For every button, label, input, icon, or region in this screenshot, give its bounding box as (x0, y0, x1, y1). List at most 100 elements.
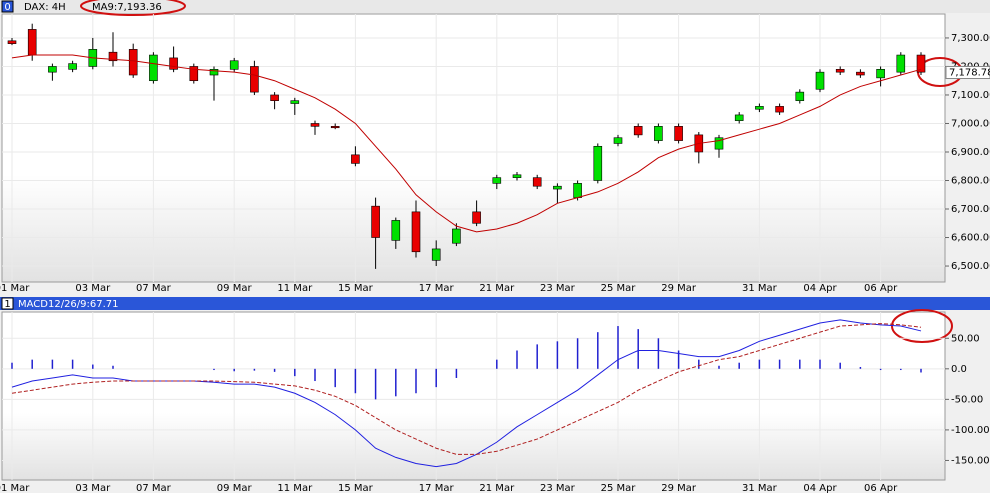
y-tick-label: -100.00 (951, 425, 990, 436)
x-tick-label: 06 Apr (864, 283, 898, 294)
candle-body (209, 69, 219, 76)
y-tick-label: 7,100.00 (951, 90, 990, 101)
x-tick-label: 17 Mar (419, 283, 455, 294)
candle-body (674, 126, 683, 141)
candle-body (593, 145, 603, 181)
candle-body (553, 185, 562, 190)
x-tick-label: 23 Mar (540, 483, 576, 493)
candle-body (916, 54, 926, 73)
x-tick-label: 17 Mar (419, 483, 455, 493)
y-tick-label: 50.00 (951, 333, 980, 344)
candle-body (27, 29, 37, 56)
x-tick-label: 15 Mar (338, 283, 374, 294)
candle-body (896, 54, 906, 73)
price-header (0, 0, 990, 13)
price-panel (1, 13, 946, 283)
line (11, 323, 922, 455)
panel-label: 0 (4, 2, 10, 13)
candle-body (411, 211, 421, 253)
macd-panel (1, 311, 946, 481)
y-tick-label: 6,700.00 (951, 204, 990, 215)
candle-body (310, 123, 320, 127)
x-tick-label: 31 Mar (742, 283, 778, 294)
y-tick-label: 6,800.00 (951, 176, 990, 187)
x-tick-label: 09 Mar (217, 483, 253, 493)
candle-body (835, 69, 845, 73)
candle-body (128, 49, 138, 76)
line (11, 54, 922, 233)
candle-body (391, 220, 401, 241)
x-tick-label: 25 Mar (601, 483, 637, 493)
x-tick-label: 31 Mar (742, 483, 778, 493)
candle-body (189, 66, 199, 82)
panel-label: 1 (4, 299, 10, 310)
candle-body (149, 54, 158, 82)
candle-body (755, 106, 764, 110)
x-tick-label: 01 Mar (0, 283, 30, 294)
candle-body (714, 137, 724, 150)
candle-body (431, 248, 441, 261)
y-tick-label: 6,500.00 (951, 261, 990, 272)
candle-body (169, 57, 178, 70)
candle-body (512, 174, 522, 178)
candle-body (573, 183, 582, 198)
x-tick-label: 21 Mar (479, 483, 515, 493)
candle-body (734, 114, 744, 121)
candle-body (795, 91, 805, 101)
x-tick-label: 29 Mar (661, 483, 697, 493)
candle-body (856, 71, 865, 76)
candle-body (330, 126, 340, 129)
candle-body (452, 228, 461, 244)
x-tick-label: 03 Mar (75, 483, 111, 493)
candle-body (815, 71, 825, 90)
macd-header (0, 297, 990, 310)
x-tick-label: 03 Mar (75, 283, 111, 294)
x-tick-label: 04 Apr (803, 483, 837, 493)
x-tick-label: 21 Mar (479, 283, 515, 294)
x-tick-label: 06 Apr (864, 483, 898, 493)
y-tick-label: 0.0 (951, 364, 967, 375)
y-tick-label: -150.00 (951, 455, 990, 466)
highlight (80, 0, 186, 16)
candle-body (633, 126, 643, 136)
candle-body (654, 126, 663, 141)
chart-title: MACD12/26/9:67.71 (18, 299, 119, 310)
x-tick-label: 29 Mar (661, 283, 697, 294)
x-tick-label: 15 Mar (338, 483, 374, 493)
indicator-label: MA9:7,193.36 (92, 2, 162, 13)
candle-body (7, 40, 17, 44)
panel-badge (1, 297, 14, 310)
candle-body (270, 94, 279, 101)
x-tick-label: 11 Mar (277, 483, 313, 493)
candle-body (613, 137, 623, 144)
x-tick-label: 01 Mar (0, 483, 30, 493)
candle-body (876, 69, 885, 79)
y-tick-label: 7,300.00 (951, 33, 990, 44)
candle-body (48, 66, 57, 73)
chart-title: DAX: 4H (24, 2, 66, 13)
y-tick-label: -50.00 (951, 394, 983, 405)
x-tick-label: 07 Mar (136, 483, 172, 493)
y-tick-label: 7,000.00 (951, 118, 990, 129)
candle-body (108, 51, 118, 62)
candle-body (250, 66, 259, 93)
candle-body (68, 63, 77, 70)
candle-body (492, 177, 502, 184)
x-tick-label: 23 Mar (540, 283, 576, 294)
candle-body (371, 205, 380, 238)
x-tick-label: 09 Mar (217, 283, 253, 294)
candle-body (290, 100, 300, 104)
x-tick-label: 25 Mar (601, 283, 637, 294)
candle-body (351, 154, 360, 164)
candle-body (229, 60, 239, 70)
x-tick-label: 04 Apr (803, 283, 837, 294)
x-tick-label: 07 Mar (136, 283, 172, 294)
panel-badge (1, 0, 14, 13)
y-tick-label: 6,900.00 (951, 147, 990, 158)
last-price-label: 7,178.78 (949, 68, 990, 79)
x-tick-label: 11 Mar (277, 283, 313, 294)
candle-body (472, 211, 481, 224)
candle-body (532, 177, 542, 187)
y-tick-label: 6,600.00 (951, 233, 990, 244)
